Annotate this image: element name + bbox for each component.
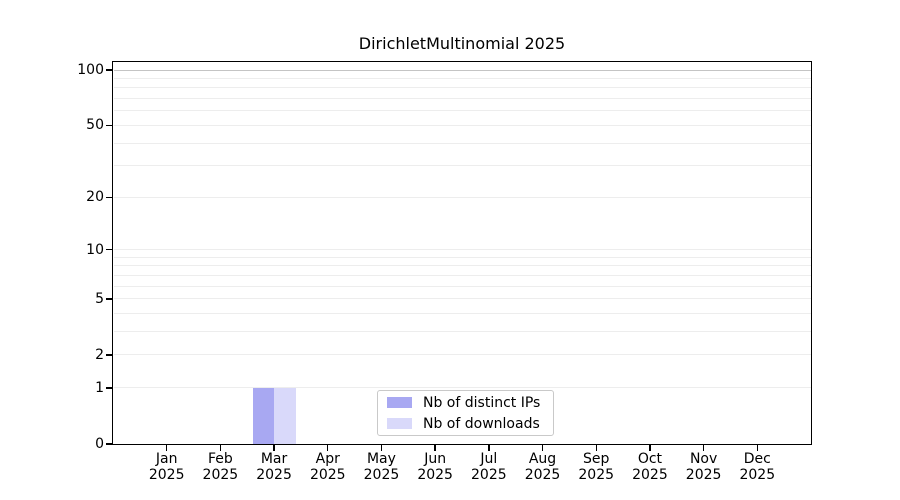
x-tick-label: Jun 2025 xyxy=(417,451,453,483)
y-tick-label: 5 xyxy=(95,290,104,307)
x-tick-mark xyxy=(219,445,222,451)
y-tick-label: 0 xyxy=(95,436,104,452)
gridline-minor xyxy=(114,285,811,287)
x-tick-mark xyxy=(702,445,705,451)
bar-nb-of-distinct-ips xyxy=(252,387,275,444)
y-tick-label: 100 xyxy=(77,62,104,79)
bar-nb-of-downloads xyxy=(274,387,296,444)
x-tick-label: Aug 2025 xyxy=(524,451,561,483)
gridline-major xyxy=(114,69,811,71)
x-tick-mark xyxy=(165,445,168,451)
y-tick-mark xyxy=(106,249,113,251)
x-tick-label: Jul 2025 xyxy=(471,451,507,483)
y-tick-mark xyxy=(106,196,113,199)
x-tick-label: Mar 2025 xyxy=(256,451,292,483)
gridline-minor xyxy=(114,313,811,315)
legend-item-distinct-ips: Nb of distinct IPs xyxy=(378,393,553,413)
gridline-minor xyxy=(114,165,811,167)
x-tick-label: Nov 2025 xyxy=(685,451,722,483)
x-tick-mark xyxy=(434,445,436,451)
legend-label-downloads: Nb of downloads xyxy=(423,415,540,432)
y-tick-mark xyxy=(106,69,113,71)
legend-label-distinct-ips: Nb of distinct IPs xyxy=(423,394,541,411)
x-tick-label: Sep 2025 xyxy=(578,451,615,483)
x-tick-label: Apr 2025 xyxy=(309,451,346,483)
y-tick-label: 50 xyxy=(86,117,104,134)
x-tick-mark xyxy=(595,445,597,451)
y-tick-mark xyxy=(106,387,113,389)
x-tick-label: Feb 2025 xyxy=(202,451,239,483)
legend: Nb of distinct IPs Nb of downloads xyxy=(377,390,554,436)
gridline-minor xyxy=(114,298,811,300)
x-tick-mark xyxy=(327,445,329,451)
x-tick-mark xyxy=(380,445,383,451)
gridline-minor xyxy=(114,87,811,89)
gridline-minor xyxy=(114,256,811,258)
gridline-minor xyxy=(114,354,811,356)
y-tick-mark xyxy=(106,124,113,127)
x-tick-label: May 2025 xyxy=(363,451,400,483)
x-tick-label: Dec 2025 xyxy=(739,451,776,483)
x-tick-mark xyxy=(541,445,544,451)
gridline-minor xyxy=(114,98,811,100)
gridline-minor xyxy=(114,331,811,333)
gridline-minor xyxy=(114,78,811,80)
legend-item-downloads: Nb of downloads xyxy=(378,414,553,434)
gridline-minor xyxy=(114,275,811,277)
gridline-minor xyxy=(114,124,811,126)
x-tick-mark xyxy=(649,445,651,451)
legend-swatch-distinct-ips-icon xyxy=(387,397,412,408)
gridline-minor xyxy=(114,249,811,251)
y-tick-label: 1 xyxy=(95,379,104,396)
y-tick-label: 2 xyxy=(95,346,104,363)
y-tick-label: 20 xyxy=(86,189,104,206)
x-tick-mark xyxy=(273,445,275,451)
gridline-minor xyxy=(114,142,811,144)
legend-swatch-downloads-icon xyxy=(387,418,412,429)
gridline-minor xyxy=(114,110,811,112)
gridline-minor xyxy=(114,387,811,389)
x-tick-label: Jan 2025 xyxy=(148,451,185,483)
x-tick-label: Oct 2025 xyxy=(632,451,668,483)
x-tick-mark xyxy=(756,445,758,451)
chart-title: DirichletMultinomial 2025 xyxy=(358,34,566,53)
y-tick-mark xyxy=(106,443,113,445)
gridline-minor xyxy=(114,265,811,267)
y-tick-mark xyxy=(106,298,113,300)
x-tick-mark xyxy=(488,445,490,451)
y-tick-label: 10 xyxy=(86,241,104,258)
y-tick-mark xyxy=(106,354,113,356)
gridline-minor xyxy=(114,196,811,198)
